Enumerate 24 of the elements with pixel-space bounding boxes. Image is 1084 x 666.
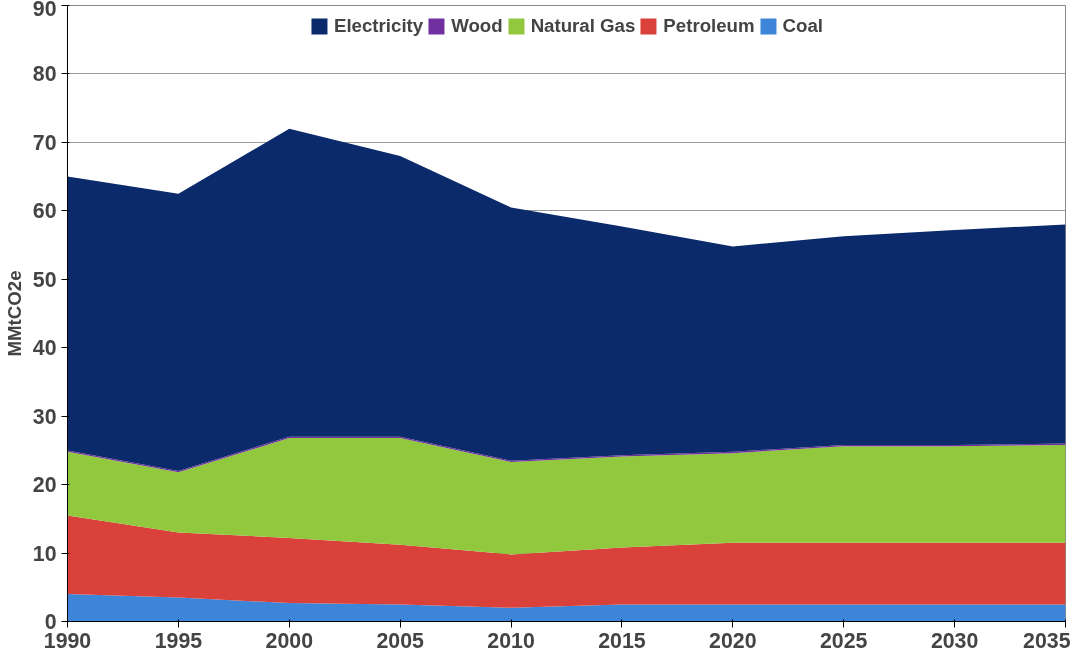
x-tick-label: 1995 [154,628,203,653]
y-tick-label: 60 [32,199,57,224]
legend-label: Natural Gas [530,15,636,37]
y-tick-label: 20 [32,473,57,498]
x-tick-label: 2030 [930,628,979,653]
x-tick-label: 2005 [376,628,425,653]
x-tick-label: 2025 [820,628,868,653]
x-tick-label: 2020 [709,628,757,653]
y-tick-label: 10 [32,541,57,566]
legend-label: Wood [451,15,503,37]
y-tick-label: 30 [32,404,57,429]
x-tick-label: 2015 [598,628,646,653]
y-tick-label: 40 [32,336,57,361]
x-tick-label: 2010 [487,628,535,653]
legend-label: Electricity [333,15,424,37]
y-axis-title: MMtCO2e [3,270,25,357]
y-tick-label: 80 [32,62,57,87]
legend-label: Petroleum [663,15,755,37]
y-tick-label: 70 [32,130,57,155]
y-tick-label: 90 [32,0,57,21]
x-tick-label: 2000 [265,628,314,653]
x-tick-label: 2035 [1023,628,1071,653]
y-tick-label: 50 [32,267,57,292]
legend-label: Coal [782,15,824,37]
